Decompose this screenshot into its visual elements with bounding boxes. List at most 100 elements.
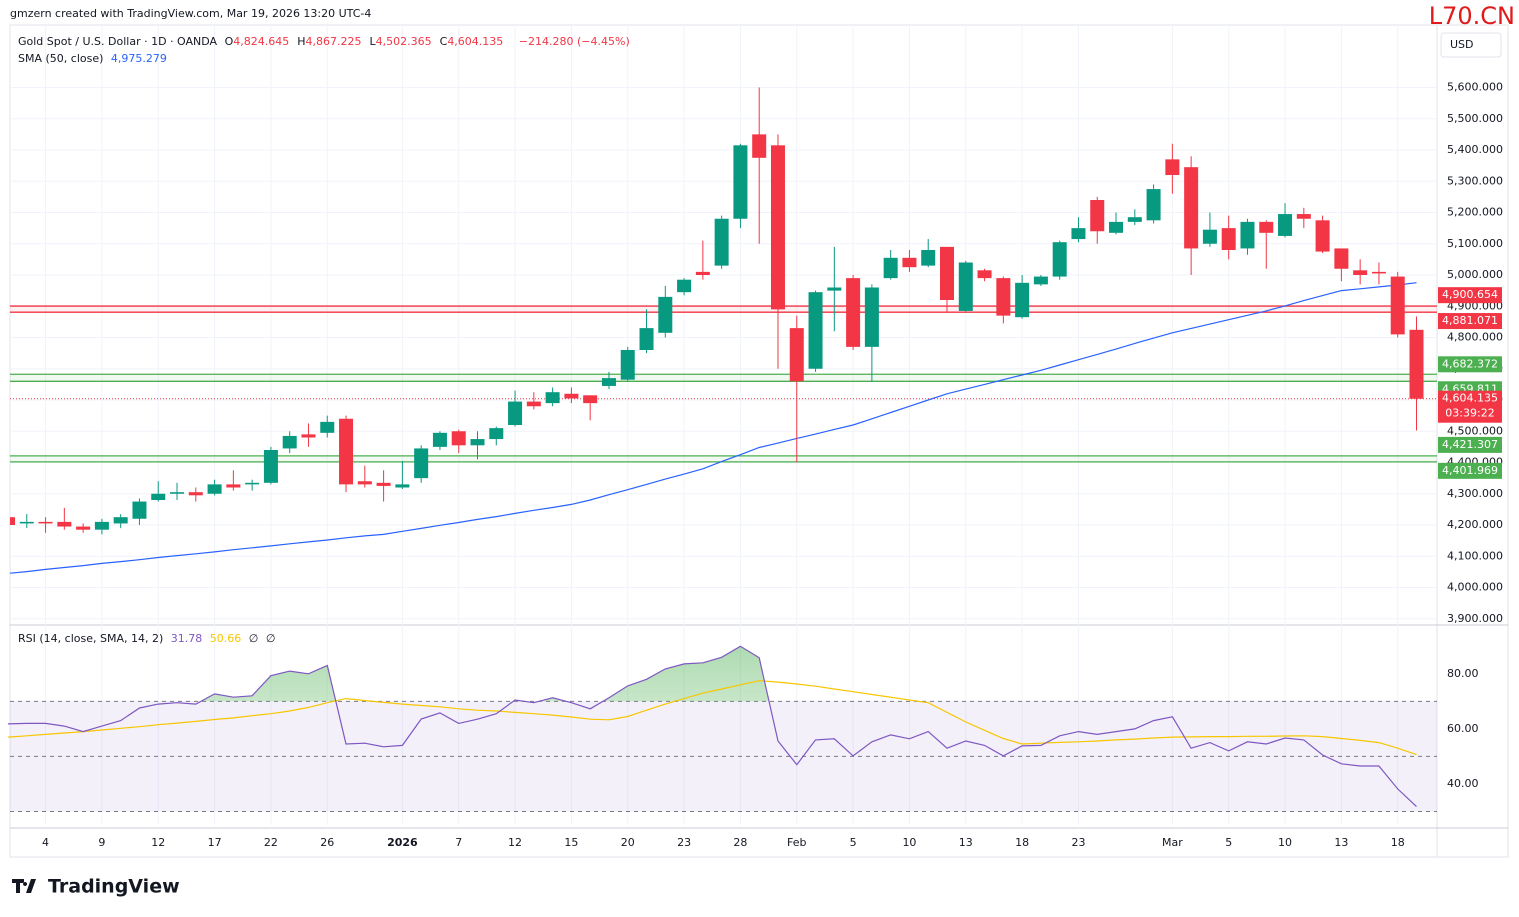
y-tick-label: 5,400.000 xyxy=(1447,143,1503,156)
x-tick-label: 20 xyxy=(621,836,635,849)
candle-body xyxy=(583,395,598,404)
frame xyxy=(9,24,1509,858)
candle-body xyxy=(639,328,654,350)
rsi-line xyxy=(7,680,1417,756)
candle-body xyxy=(808,292,823,369)
x-tick-label: 15 xyxy=(564,836,578,849)
y-tick-label: 5,600.000 xyxy=(1447,81,1503,94)
candle-body xyxy=(132,501,147,519)
candle-body xyxy=(226,484,241,488)
candle-body xyxy=(113,517,128,524)
sma-legend: SMA (50, close) 4,975.279 xyxy=(18,52,171,65)
candle-body xyxy=(339,418,354,485)
level-zone xyxy=(10,374,1437,382)
candle-body xyxy=(432,432,447,447)
x-tick-label: 5 xyxy=(850,836,857,849)
candle-body xyxy=(451,431,466,446)
symbol-legend: Gold Spot / U.S. Dollar · 1D · OANDA O4,… xyxy=(18,35,634,48)
x-tick-label: 28 xyxy=(733,836,747,849)
candle-body xyxy=(395,484,410,488)
countdown: 03:39:22 xyxy=(1445,407,1494,420)
watermark: L70.CN xyxy=(1429,2,1515,30)
ohlc-item: C4,604.135 xyxy=(440,35,508,48)
x-tick-label: 17 xyxy=(208,836,222,849)
y-tick-label: 5,000.000 xyxy=(1447,268,1503,281)
change: −214.280 (−4.45%) xyxy=(518,35,630,48)
candle-body xyxy=(996,278,1011,316)
rsi-background xyxy=(10,701,1437,812)
ohlc-item: L4,502.365 xyxy=(370,35,436,48)
currency-box[interactable] xyxy=(1440,32,1502,58)
rsi-value: 31.78 xyxy=(170,632,203,645)
y-tick-label: 4,500.000 xyxy=(1447,424,1503,437)
ohlc-key: L xyxy=(369,35,376,48)
candle-body xyxy=(526,401,541,407)
sma-value: 4,975.279 xyxy=(110,52,167,65)
candle-body xyxy=(1221,228,1236,250)
x-tick-label: 26 xyxy=(320,836,334,849)
rsi-tick-label: 60.00 xyxy=(1447,722,1479,735)
candle-body xyxy=(902,257,917,268)
price-tag-label: 4,881.071 xyxy=(1442,314,1498,327)
candle-body xyxy=(864,287,879,347)
candle-body xyxy=(489,428,504,440)
x-tick-label: Mar xyxy=(1162,836,1183,849)
overbought-fill xyxy=(10,646,1417,702)
y-tick-label: 5,500.000 xyxy=(1447,112,1503,125)
ohlc-value: 4,867.225 xyxy=(305,35,362,48)
price-tag xyxy=(1438,462,1502,479)
candle-body xyxy=(207,484,222,494)
candle-body xyxy=(714,218,729,266)
candle-body xyxy=(1090,200,1105,232)
candle-body xyxy=(1259,221,1274,233)
level-zone xyxy=(10,455,1437,462)
candle-body xyxy=(282,435,297,449)
candle-body xyxy=(188,492,203,496)
x-tick-label: 9 xyxy=(98,836,105,849)
candle-body xyxy=(508,401,523,425)
rsi-tick-label: 80.00 xyxy=(1447,667,1479,680)
symbol: Gold Spot / U.S. Dollar · 1D · OANDA xyxy=(18,35,218,48)
candle-body xyxy=(940,246,954,300)
candle-body xyxy=(38,521,53,524)
x-tick-label: 12 xyxy=(508,836,522,849)
candle-body xyxy=(677,279,692,293)
x-tick-label: 23 xyxy=(1071,836,1085,849)
candle-body xyxy=(545,392,560,404)
rsi-extra: ∅ xyxy=(265,632,276,645)
ohlc-key: C xyxy=(439,35,448,48)
ohlc-value: 4,824.645 xyxy=(233,35,290,48)
currency: USD xyxy=(1450,38,1474,51)
candle-body xyxy=(1071,228,1086,240)
candle-body xyxy=(320,421,335,433)
candle-body xyxy=(1202,229,1217,244)
credit: gmzern created with TradingView.com, Mar… xyxy=(10,7,371,20)
price-tag xyxy=(1438,356,1502,373)
y-tick-label: 4,100.000 xyxy=(1447,549,1503,562)
candle-body xyxy=(1033,276,1048,285)
y-tick-label: 3,900.000 xyxy=(1447,612,1503,625)
candle-body xyxy=(1390,276,1405,335)
rsi-tick-label: 40.00 xyxy=(1447,777,1479,790)
candle-body xyxy=(601,378,616,386)
candle-body xyxy=(263,450,278,483)
candle-body xyxy=(564,393,579,399)
candle-body xyxy=(921,250,936,266)
candle-body xyxy=(357,481,372,485)
candle-body xyxy=(10,517,15,525)
rsi-legend: RSI (14, close, SMA, 14, 2) 31.78 50.66 … xyxy=(18,632,279,645)
candle-body xyxy=(770,145,785,310)
rsi-extra: ∅ xyxy=(248,632,259,645)
y-tick-label: 4,200.000 xyxy=(1447,518,1503,531)
candle-body xyxy=(1315,220,1330,252)
candle-body xyxy=(1353,270,1368,275)
candle-body xyxy=(151,493,166,500)
candle-body xyxy=(658,296,673,333)
y-tick-label: 4,300.000 xyxy=(1447,487,1503,500)
x-tick-label: 18 xyxy=(1015,836,1029,849)
price-tag-label: 4,682.372 xyxy=(1442,357,1498,370)
ohlc-item: O4,824.645 xyxy=(225,35,294,48)
x-tick-label: 12 xyxy=(151,836,165,849)
y-tick-label: 5,100.000 xyxy=(1447,237,1503,250)
